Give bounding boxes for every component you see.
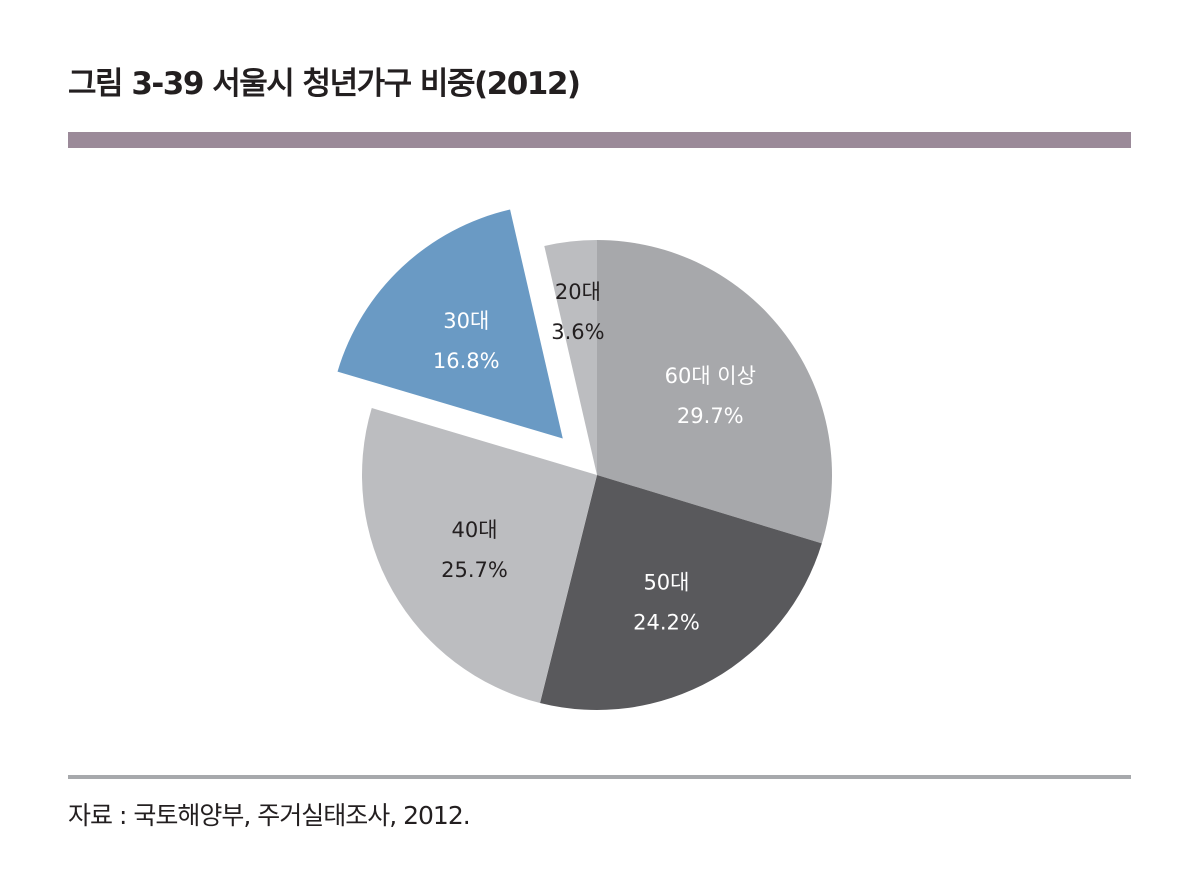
slice-value: 24.2%: [633, 611, 700, 635]
source-divider: [68, 775, 1131, 779]
slice-label: 50대: [643, 571, 689, 595]
slice-value: 16.8%: [433, 349, 500, 373]
source-note: 자료 : 국토해양부, 주거실태조사, 2012.: [68, 801, 471, 830]
slice-value: 29.7%: [677, 404, 744, 428]
title-bar-divider: [68, 132, 1131, 148]
pie-slice: [539, 475, 822, 710]
pie-slice: [337, 209, 563, 439]
pie-slice: [362, 408, 597, 703]
figure-title: 그림 3-39 서울시 청년가구 비중(2012): [68, 66, 581, 102]
slice-value: 3.6%: [551, 320, 604, 344]
slice-label: 20대: [555, 280, 601, 304]
slice-label: 60대 이상: [665, 364, 756, 388]
slice-label: 40대: [451, 518, 497, 542]
pie-slice: [544, 240, 597, 475]
pie-slice: [597, 240, 832, 544]
slice-value: 25.7%: [441, 558, 508, 582]
slice-label: 30대: [443, 309, 489, 333]
